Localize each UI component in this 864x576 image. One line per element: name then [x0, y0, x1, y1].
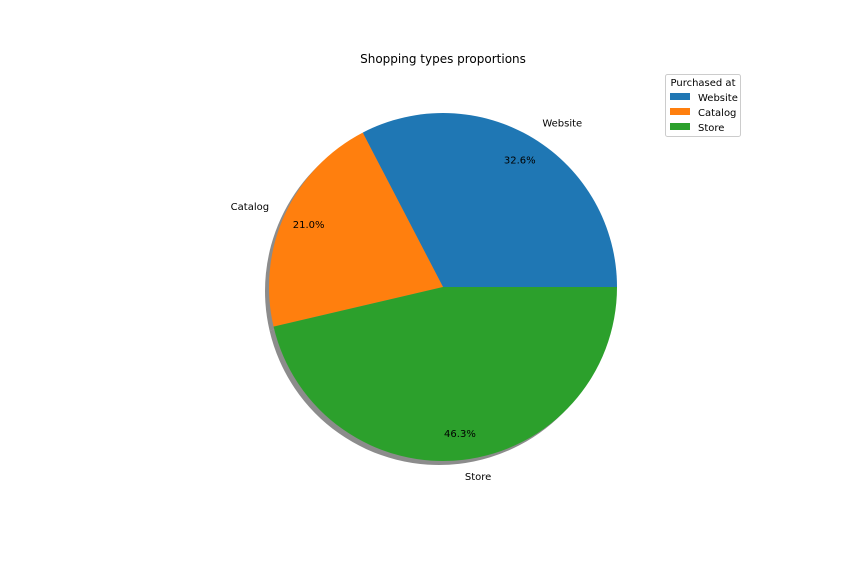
legend: Purchased at Website Catalog Store	[665, 74, 741, 137]
chart-title: Shopping types proportions	[360, 52, 526, 66]
slice-label-store: Store	[465, 472, 491, 483]
pie-slice-store	[273, 287, 617, 462]
legend-label-website: Website	[698, 93, 738, 104]
percent-label-catalog: 21.0%	[293, 220, 325, 231]
pie-slice-catalog	[269, 132, 443, 327]
legend-swatch-website	[670, 93, 690, 100]
legend-swatch-catalog	[670, 108, 690, 115]
slice-label-catalog: Catalog	[231, 202, 269, 213]
pie-slice-website	[362, 113, 617, 287]
legend-frame	[665, 74, 741, 137]
legend-title: Purchased at	[671, 78, 736, 89]
percent-label-store: 46.3%	[444, 429, 476, 440]
slice-label-website: Website	[542, 118, 582, 129]
legend-swatch-store	[670, 123, 690, 130]
legend-label-store: Store	[698, 123, 724, 134]
percent-label-website: 32.6%	[504, 156, 536, 167]
pie-labels: Website 32.6% Catalog 21.0% Store 46.3%	[231, 118, 583, 483]
pie-slices	[269, 113, 617, 462]
legend-label-catalog: Catalog	[698, 108, 736, 119]
